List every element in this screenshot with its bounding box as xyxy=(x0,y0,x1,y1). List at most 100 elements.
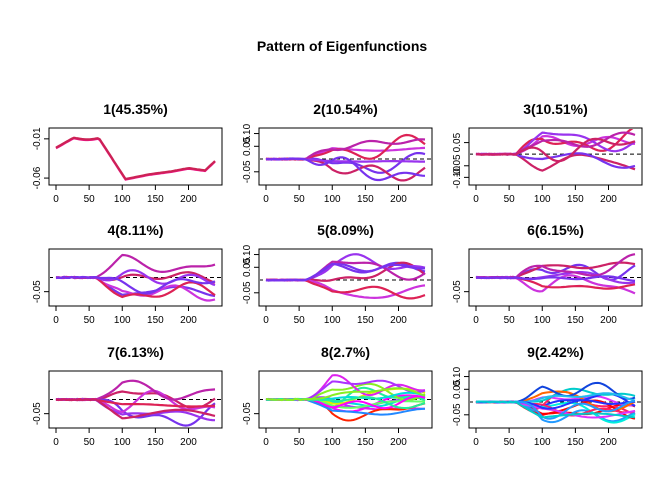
x-tick-label: 150 xyxy=(147,194,164,205)
series-line xyxy=(475,275,636,282)
x-tick-label: 0 xyxy=(53,437,59,448)
series-group xyxy=(470,381,641,424)
x-tick-label: 100 xyxy=(324,315,341,326)
series-line xyxy=(265,278,426,300)
series-group xyxy=(50,379,221,427)
x-tick-label: 100 xyxy=(114,437,131,448)
y-tick-label: -0.05 xyxy=(452,403,463,426)
x-tick-label: 200 xyxy=(180,315,197,326)
figure-title: Pattern of Eigenfunctions xyxy=(257,38,428,54)
panel-title: 3(10.51%) xyxy=(523,101,588,117)
panel-9: 9(2.42%) 0 50 100 150 200 -0.05 0.050.10 xyxy=(452,344,643,448)
series-group xyxy=(50,253,221,302)
series-line xyxy=(266,278,426,299)
x-tick-label: 0 xyxy=(473,194,479,205)
x-tick-label: 150 xyxy=(357,194,374,205)
series-line xyxy=(265,262,426,282)
x-tick-label: 200 xyxy=(600,315,617,326)
plot-frame xyxy=(468,370,643,429)
y-tick-label: -0.10 xyxy=(452,166,463,189)
y-tick-label: 0.10 xyxy=(242,244,253,264)
x-tick-label: 200 xyxy=(390,194,407,205)
series-line xyxy=(55,137,216,181)
x-tick-label: 150 xyxy=(567,194,584,205)
series-line xyxy=(55,398,216,420)
x-tick-label: 50 xyxy=(504,437,516,448)
panel-1: 1(45.35%) 0 50 100 150 200 -0.06 -0.01 xyxy=(32,101,223,205)
series-line xyxy=(265,133,426,161)
plot-frame xyxy=(258,248,433,307)
y-tick-label: -0.05 xyxy=(452,280,463,303)
series-group xyxy=(470,253,641,295)
series-line xyxy=(55,136,216,181)
panel-title: 4(8.11%) xyxy=(107,222,163,238)
panel-title: 6(6.15%) xyxy=(527,222,584,238)
series-line xyxy=(475,137,636,163)
x-tick-label: 150 xyxy=(147,437,164,448)
panel-7: 7(6.13%) 0 50 100 150 200 -0.05 xyxy=(32,344,223,448)
x-tick-label: 200 xyxy=(600,194,617,205)
plot-frame xyxy=(48,127,223,186)
series-line xyxy=(265,387,426,402)
y-tick-label: -0.01 xyxy=(32,127,43,150)
y-tick-label: -0.05 xyxy=(242,160,253,183)
y-tick-label: 0.05 xyxy=(452,132,463,152)
x-tick-label: 150 xyxy=(567,437,584,448)
x-tick-label: 0 xyxy=(53,194,59,205)
series-group xyxy=(260,133,431,182)
y-tick-label: -0.05 xyxy=(242,402,253,425)
x-tick-label: 150 xyxy=(567,315,584,326)
y-tick-label: -0.05 xyxy=(452,154,463,177)
x-tick-label: 0 xyxy=(263,194,269,205)
plot-frame xyxy=(468,127,643,186)
series-line xyxy=(266,156,426,182)
x-tick-label: 50 xyxy=(84,194,96,205)
x-tick-label: 100 xyxy=(324,437,341,448)
panel-3: 3(10.51%) 0 50 100 150 200 -0.10-0.05 0.05 xyxy=(452,101,643,205)
plot-frame xyxy=(258,127,433,186)
panel-title: 8(2.7%) xyxy=(321,344,370,360)
y-tick-label: -0.05 xyxy=(32,402,43,425)
x-tick-label: 50 xyxy=(504,315,516,326)
y-tick-label: -0.06 xyxy=(32,166,43,189)
x-tick-label: 0 xyxy=(263,437,269,448)
x-tick-label: 50 xyxy=(84,437,96,448)
panel-title: 7(6.13%) xyxy=(107,344,164,360)
x-tick-label: 0 xyxy=(263,315,269,326)
panel-4: 4(8.11%) 0 50 100 150 200 -0.05 xyxy=(32,222,223,326)
x-tick-label: 50 xyxy=(84,315,96,326)
series-group xyxy=(260,253,431,300)
series-group xyxy=(260,374,431,422)
x-tick-label: 100 xyxy=(324,194,341,205)
x-tick-label: 200 xyxy=(180,194,197,205)
y-tick-label: 0.05 xyxy=(242,136,253,156)
x-tick-label: 200 xyxy=(390,437,407,448)
x-tick-label: 200 xyxy=(390,315,407,326)
x-tick-label: 150 xyxy=(357,437,374,448)
panel-2: 2(10.54%) 0 50 100 150 200 -0.05 0.050.10 xyxy=(242,101,433,205)
y-tick-label: 0.10 xyxy=(242,123,253,143)
series-line xyxy=(265,152,426,174)
panel-8: 8(2.7%) 0 50 100 150 200 -0.05 xyxy=(242,344,433,448)
y-tick-label: -0.05 xyxy=(32,280,43,303)
panel-title: 1(45.35%) xyxy=(103,101,168,117)
panels-grid: 1(45.35%) 0 50 100 150 200 -0.06 -0.01 2(10.54%)… xyxy=(32,101,643,448)
plot-frame xyxy=(468,248,643,307)
plot-frame xyxy=(48,370,223,429)
x-tick-label: 100 xyxy=(534,315,551,326)
series-line xyxy=(475,400,636,419)
x-tick-label: 200 xyxy=(600,437,617,448)
x-tick-label: 150 xyxy=(357,315,374,326)
x-tick-label: 0 xyxy=(473,437,479,448)
x-tick-label: 0 xyxy=(473,315,479,326)
plot-frame xyxy=(48,248,223,307)
x-tick-label: 100 xyxy=(534,437,551,448)
x-tick-label: 50 xyxy=(294,315,306,326)
x-tick-label: 0 xyxy=(53,315,59,326)
x-tick-label: 100 xyxy=(114,194,131,205)
series-line xyxy=(55,379,216,402)
x-tick-label: 50 xyxy=(294,194,306,205)
panel-title: 5(8.09%) xyxy=(317,222,374,238)
y-tick-label: 0.05 xyxy=(452,379,463,399)
